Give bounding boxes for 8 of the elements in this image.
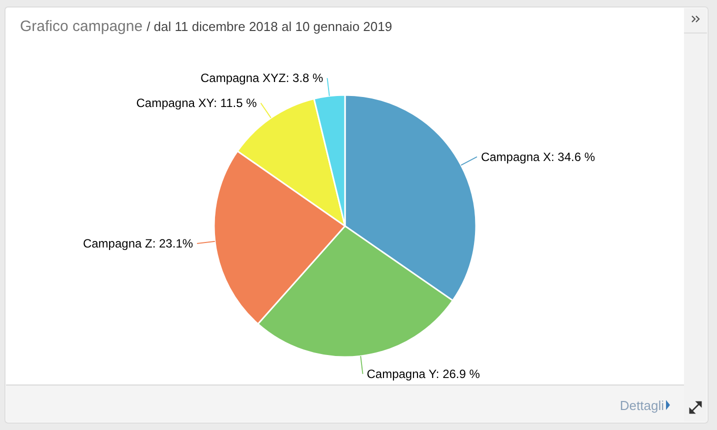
slice-label: Campagna X: 34.6 %	[480, 150, 596, 164]
slice-label: Campagna XY: 11.5 %	[136, 96, 258, 110]
text: Dettagli	[620, 398, 664, 413]
slice-label: Campagna Y: 26.9 %	[366, 366, 480, 381]
slice-label: Campagna XYZ: 3.8 %	[200, 71, 324, 86]
slice-label: Campagna Z: 23.1%	[82, 236, 194, 251]
chart-subtitle: / dal 11 dicembre 2018 al 10 gennaio 2019	[146, 19, 392, 34]
chart-title: Grafico campagne	[20, 18, 143, 35]
